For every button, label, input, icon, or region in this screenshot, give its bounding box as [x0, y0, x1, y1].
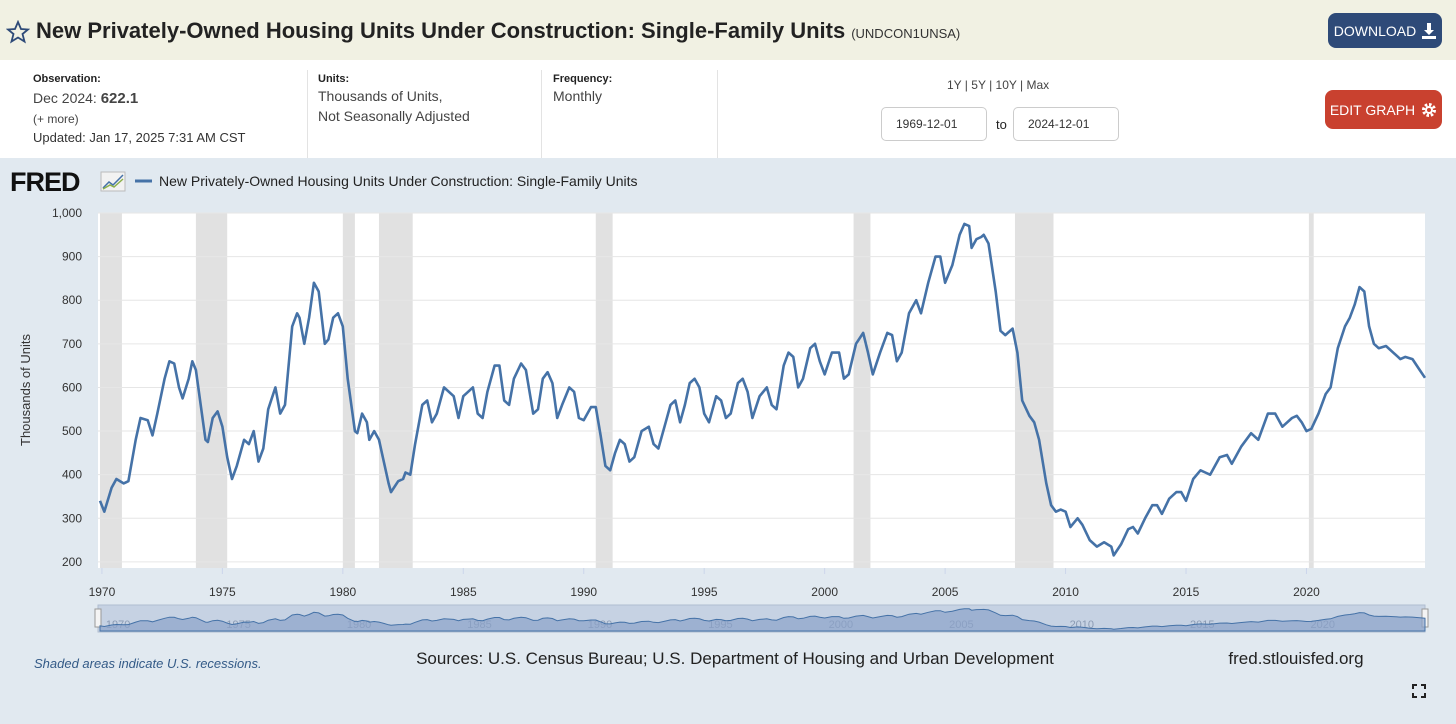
recession-band: [100, 213, 122, 568]
x-tick-label: 1985: [450, 585, 477, 599]
observation-date: Dec 2024:: [33, 90, 97, 106]
recession-note: Shaded areas indicate U.S. recessions.: [34, 656, 262, 671]
title-text: New Privately-Owned Housing Units Under …: [36, 18, 846, 43]
range-link[interactable]: 5Y: [971, 78, 986, 92]
y-tick-label: 500: [62, 424, 82, 438]
recession-band: [1308, 213, 1314, 568]
series-id: (UNDCON1UNSA): [851, 26, 961, 41]
start-date-input[interactable]: 1969-12-01: [881, 107, 987, 141]
chart: FRED New Privately-Owned Housing Units U…: [0, 158, 1456, 724]
frequency: Monthly: [553, 88, 603, 104]
range-links: 1Y | 5Y | 10Y | Max: [947, 78, 1050, 92]
recession-band: [378, 213, 413, 568]
download-icon: [1422, 22, 1437, 39]
x-tick-label: 1980: [329, 585, 356, 599]
y-tick-label: 1,000: [52, 206, 82, 220]
navigator-handle[interactable]: [94, 608, 102, 628]
navigator-area: [99, 608, 1426, 632]
range-link[interactable]: 10Y: [995, 78, 1017, 92]
x-tick-label: 2010: [1052, 585, 1079, 599]
edit-graph-button[interactable]: EDIT GRAPH: [1325, 90, 1442, 129]
range-link[interactable]: 1Y: [947, 78, 962, 92]
units-line: Thousands of Units,: [318, 88, 443, 104]
recession-band: [595, 213, 613, 568]
observation: Dec 2024: 622.1: [33, 88, 138, 109]
plot-layer: [98, 212, 1427, 568]
y-axis-label: Thousands of Units: [18, 334, 33, 447]
y-tick-label: 200: [62, 555, 82, 569]
x-tick-label: 2005: [932, 585, 959, 599]
star-icon[interactable]: [6, 20, 30, 44]
download-label: DOWNLOAD: [1333, 22, 1417, 39]
y-tick-label: 700: [62, 337, 82, 351]
y-tick-label: 600: [62, 380, 82, 394]
end-date-input[interactable]: 2024-12-01: [1013, 107, 1119, 141]
units-line: Not Seasonally Adjusted: [318, 108, 470, 124]
fullscreen-icon[interactable]: [1412, 684, 1426, 698]
series-line: [98, 222, 1427, 557]
observation-value: 622.1: [100, 90, 139, 107]
source: Sources: U.S. Census Bureau; U.S. Depart…: [416, 649, 1054, 668]
to-label: to: [996, 117, 1007, 132]
more-link[interactable]: (+ more): [33, 112, 79, 126]
updated: Updated: Jan 17, 2025 7:31 AM CST: [33, 130, 246, 145]
y-tick-label: 300: [62, 511, 82, 525]
recession-band: [195, 213, 228, 568]
edit-graph-label: EDIT GRAPH: [1329, 101, 1416, 118]
x-tick-label: 2000: [811, 585, 838, 599]
x-tick-label: 1970: [89, 585, 116, 599]
separator: [541, 70, 542, 158]
gear-icon: [1422, 102, 1437, 117]
logo-icon: [100, 171, 126, 192]
range-link[interactable]: Max: [1026, 78, 1050, 92]
legend-label: New Privately-Owned Housing Units Under …: [159, 173, 638, 189]
series-title: New Privately-Owned Housing Units Under …: [36, 18, 960, 44]
y-tick-label: 900: [62, 250, 82, 264]
header-bar: [0, 0, 1456, 60]
y-tick-label: 800: [62, 293, 82, 307]
download-button[interactable]: DOWNLOAD: [1328, 13, 1442, 48]
x-tick-label: 1995: [691, 585, 718, 599]
separator: [307, 70, 308, 158]
plot-area: [98, 213, 1425, 568]
x-tick-label: 2020: [1293, 585, 1320, 599]
x-tick-label: 2015: [1173, 585, 1200, 599]
units-label: Units:: [318, 73, 350, 85]
logo: FRED: [10, 167, 80, 197]
y-tick-label: 400: [62, 468, 82, 482]
observation-label: Observation:: [33, 73, 101, 85]
frequency-label: Frequency:: [553, 73, 613, 85]
site: fred.stlouisfed.org: [1228, 649, 1363, 668]
recession-band: [853, 213, 871, 568]
x-tick-label: 1990: [570, 585, 597, 599]
x-tick-label: 1975: [209, 585, 236, 599]
separator: [717, 70, 718, 158]
